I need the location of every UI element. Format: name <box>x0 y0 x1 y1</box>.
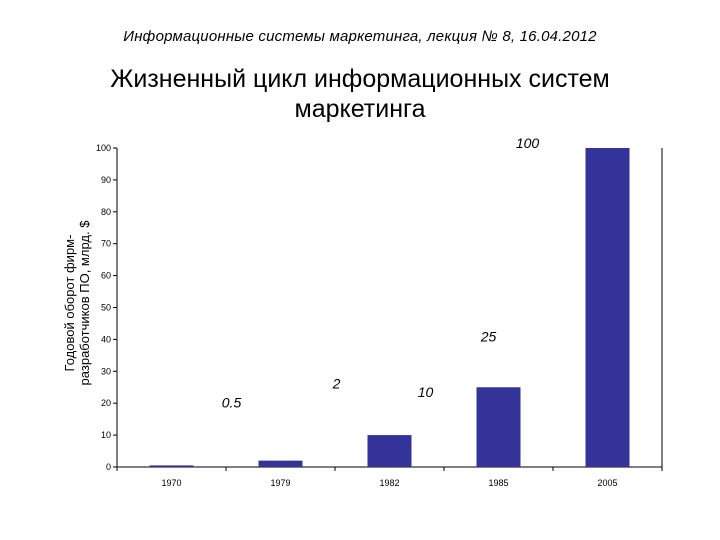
x-tick-label-2005: 2005 <box>597 478 617 488</box>
bar-1982 <box>367 435 412 467</box>
chart-title: Жизненный цикл информационных систем мар… <box>0 64 720 124</box>
data-label-1979: 2 <box>332 376 341 392</box>
y-tick-label: 100 <box>96 143 111 153</box>
bar-2005 <box>585 148 630 467</box>
slide-header: Информационные системы маркетинга, лекци… <box>123 28 597 45</box>
x-axis: 1970 1979 1982 1985 2005 <box>116 466 663 488</box>
data-label-2005: 100 <box>516 135 540 151</box>
y-tick-label: 90 <box>101 175 111 185</box>
x-tick-label-1985: 1985 <box>488 478 508 488</box>
y-tick-label: 30 <box>101 366 111 376</box>
y-axis-label-line-1: Годовой оборот фирм- <box>62 235 77 372</box>
y-tick-label: 0 <box>106 462 111 472</box>
data-label-1970: 0.5 <box>222 394 242 410</box>
chart-title-line-2: маркетинга <box>294 95 426 123</box>
data-label-1982: 10 <box>418 384 434 400</box>
bar-1979 <box>258 460 303 467</box>
y-tick-label: 80 <box>101 207 111 217</box>
data-labels: 0.5 2 10 25 100 <box>222 135 540 410</box>
y-tick-label: 60 <box>101 271 111 281</box>
y-axis-label: Годовой оборот фирм-разработчиков ПО, мл… <box>62 220 92 386</box>
bars <box>149 148 630 467</box>
y-tick-label: 10 <box>101 430 111 440</box>
data-label-1985: 25 <box>480 328 497 344</box>
y-axis: 0 10 20 30 40 50 60 70 80 90 100 <box>96 143 663 472</box>
bar-1985 <box>476 387 521 467</box>
y-axis-label-line-2: разработчиков ПО, млрд. $ <box>77 220 92 386</box>
x-tick-label-1970: 1970 <box>161 478 181 488</box>
y-tick-label: 20 <box>101 398 111 408</box>
chart-title-line-1: Жизненный цикл информационных систем <box>110 65 610 93</box>
x-tick-label-1982: 1982 <box>379 478 399 488</box>
y-tick-label: 70 <box>101 239 111 249</box>
x-tick-label-1979: 1979 <box>270 478 290 488</box>
y-tick-label: 50 <box>101 303 111 313</box>
y-tick-label: 40 <box>101 334 111 344</box>
bar-1970 <box>149 465 194 467</box>
